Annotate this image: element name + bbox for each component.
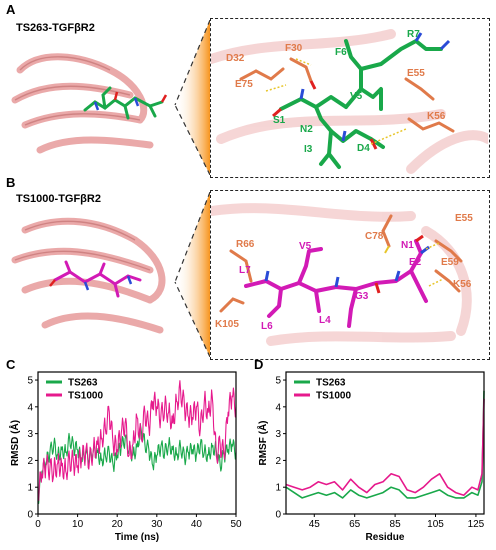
zoom-wedge-b: [174, 192, 210, 357]
plot-frame: [285, 371, 485, 515]
legend-label-ts1000: TS1000: [68, 391, 103, 402]
series-line-ts1000: [285, 398, 485, 496]
plot-frame: [37, 371, 237, 515]
zoom-box-b: V5 L7 L6 L4 G3 E2 N1 R66 K105 C78 E55 E5…: [206, 190, 490, 360]
series-line-ts1000: [37, 380, 237, 501]
y-tick-label: 5: [27, 376, 33, 387]
label-a-peptide-4: N2: [300, 124, 313, 135]
x-tick-label: 45: [309, 519, 321, 530]
panel-letter-d: D: [254, 357, 264, 372]
label-b-peptide-6: N1: [401, 240, 414, 251]
y-tick-label: 0: [275, 510, 281, 521]
y-axis-label: RMSD (Å): [8, 420, 21, 466]
label-a-receptor-2: E75: [235, 79, 253, 90]
y-tick-label: 4: [27, 402, 33, 413]
y-tick-label: 0: [27, 510, 33, 521]
x-tick-label: 20: [112, 519, 124, 530]
x-tick-label: 65: [349, 519, 361, 530]
x-tick-label: 10: [72, 519, 84, 530]
binding-interface-a: F6 R7 V5 S1 N2 I3 D4 D32 F30 E75 E55 K56: [206, 29, 493, 174]
label-b-peptide-1: L7: [239, 265, 251, 276]
label-b-receptor-1: K105: [215, 319, 239, 330]
y-tick-label: 4: [275, 402, 281, 413]
panel-letter-b: B: [6, 175, 16, 190]
zoom-wedge-a: [174, 20, 210, 175]
y-tick-label: 1: [27, 483, 33, 494]
label-a-peptide-5: I3: [304, 144, 313, 155]
x-tick-label: 30: [151, 519, 163, 530]
label-b-receptor-2: C78: [365, 231, 384, 242]
label-b-receptor-3: E55: [455, 213, 473, 224]
series-line-ts263: [285, 390, 485, 499]
y-tick-label: 2: [275, 456, 281, 467]
label-b-peptide-0: V5: [299, 241, 312, 252]
label-a-receptor-4: K56: [427, 111, 446, 122]
label-a-peptide-2: V5: [350, 91, 363, 102]
legend-label-ts263: TS263: [316, 378, 346, 389]
x-tick-label: 85: [390, 519, 402, 530]
label-b-peptide-2: L6: [261, 321, 273, 332]
label-a-peptide-6: D4: [357, 143, 370, 154]
x-axis-label: Residue: [366, 532, 405, 543]
x-tick-label: 105: [427, 519, 444, 530]
y-tick-label: 3: [27, 429, 33, 440]
panel-letter-a: A: [6, 2, 16, 17]
legend-label-ts1000: TS1000: [316, 391, 351, 402]
x-tick-label: 125: [468, 519, 485, 530]
x-tick-label: 50: [230, 519, 242, 530]
y-tick-label: 5: [275, 376, 281, 387]
label-b-receptor-4: E59: [441, 257, 459, 268]
y-tick-label: 2: [27, 456, 33, 467]
y-tick-label: 3: [275, 429, 281, 440]
x-tick-label: 0: [35, 519, 41, 530]
y-axis-label: RMSF (Å): [256, 421, 269, 466]
label-a-peptide-1: R7: [407, 29, 420, 40]
label-b-peptide-5: E2: [409, 257, 422, 268]
x-tick-label: 40: [191, 519, 203, 530]
label-b-peptide-3: L4: [319, 315, 331, 326]
label-b-receptor-5: K56: [453, 279, 472, 290]
legend-label-ts263: TS263: [68, 378, 98, 389]
label-a-receptor-0: D32: [226, 53, 245, 64]
label-a-peptide-0: F6: [335, 47, 347, 58]
label-a-peptide-3: S1: [273, 115, 286, 126]
panel-title-a: TS263-TGFβR2: [16, 22, 95, 34]
y-tick-label: 1: [275, 483, 281, 494]
x-axis-label: Time (ns): [115, 532, 159, 543]
protein-ribbon-a: [11, 53, 168, 154]
zoom-box-a: F6 R7 V5 S1 N2 I3 D4 D32 F30 E75 E55 K56: [206, 18, 493, 178]
label-a-receptor-1: F30: [285, 43, 303, 54]
label-b-peptide-4: G3: [355, 291, 369, 302]
panel-title-b: TS1000-TGFβR2: [16, 193, 101, 205]
label-b-receptor-0: R66: [236, 239, 255, 250]
label-a-receptor-3: E55: [407, 68, 425, 79]
panel-letter-c: C: [6, 357, 16, 372]
rmsd-chart: 0 10 20 30 40 50 0 1 2 3 4 5 Time (ns) RMSD (Å) TS263 T…: [8, 371, 242, 543]
series-line-ts263: [37, 423, 237, 504]
binding-interface-b: V5 L7 L6 L4 G3 E2 N1 R66 K105 C78 E55 E5…: [206, 203, 473, 346]
protein-ribbon-b: [11, 217, 166, 334]
